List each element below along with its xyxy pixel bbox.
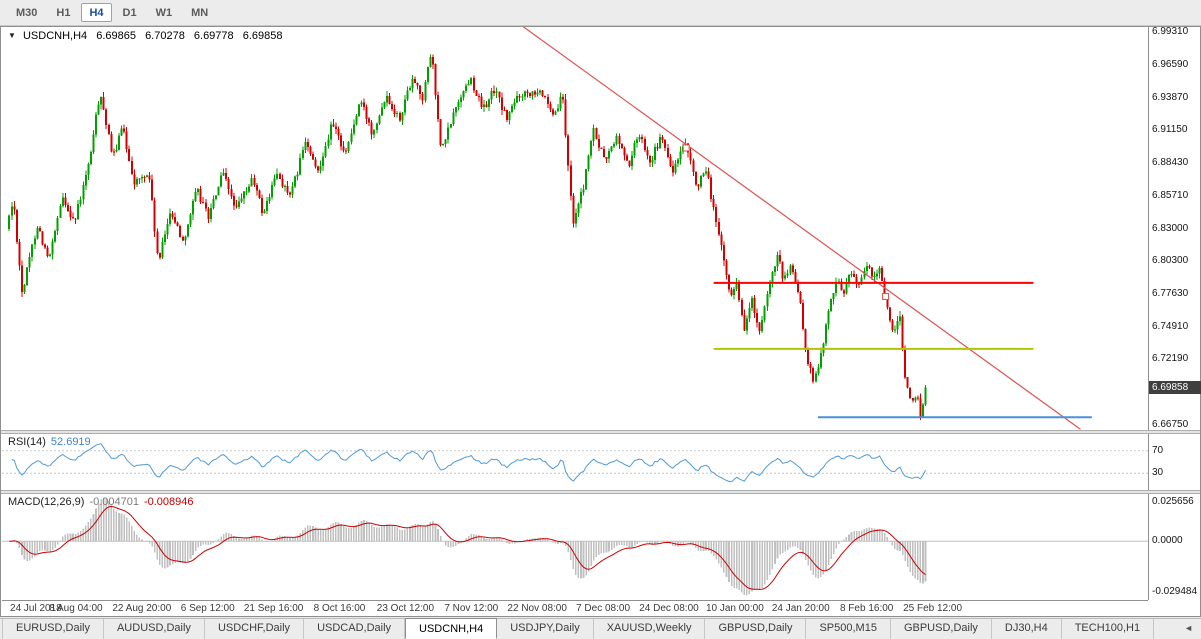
price-axis-label: 6.96590 xyxy=(1152,59,1189,70)
timeframe-m30[interactable]: M30 xyxy=(16,6,38,19)
tab-gbpusd-daily[interactable]: GBPUSD,Daily xyxy=(705,619,807,639)
rsi-axis-label: 30 xyxy=(1152,467,1164,478)
price-axis-label: 6.83000 xyxy=(1152,223,1189,234)
macd-axis-top: 0.025656 xyxy=(1152,496,1194,507)
timeframe-mn[interactable]: MN xyxy=(191,6,209,19)
symbol-dropdown-icon[interactable]: ▼ xyxy=(8,31,16,40)
chart-title: ▼ USDCNH,H4 6.69865 6.70278 6.69778 6.69… xyxy=(8,30,282,42)
tab-dj30-h4[interactable]: DJ30,H4 xyxy=(992,619,1062,639)
tab-scroll-left[interactable]: ◄ xyxy=(1184,623,1193,633)
symbol-tab-bar: EURUSD,Daily AUDUSD,Daily USDCHF,Daily USDC… xyxy=(0,618,1201,639)
macd-histogram xyxy=(10,497,927,596)
current-price-badge: 6.69858 xyxy=(1149,381,1201,394)
pane-splitter[interactable] xyxy=(1,430,1200,434)
trendline-handle[interactable] xyxy=(682,144,690,152)
tab-xauusd-weekly[interactable]: XAUUSD,Weekly xyxy=(594,619,706,639)
tab-usdcad-daily[interactable]: USDCAD,Daily xyxy=(304,619,406,639)
price-axis-label: 6.91150 xyxy=(1152,124,1188,135)
price-axis-label: 6.99310 xyxy=(1152,26,1189,37)
time-axis-label: 25 Feb 12:00 xyxy=(903,603,963,614)
price-axis-label: 6.72190 xyxy=(1152,353,1189,364)
macd-value-signal: -0.008946 xyxy=(143,496,194,508)
macd-label-row: MACD(12,26,9) -0.004701 -0.008946 xyxy=(8,496,194,508)
macd-axis: 0.025656 0.0000 -0.029484 xyxy=(1149,494,1201,600)
chart-symbol-label: USDCNH,H4 xyxy=(22,30,88,42)
macd-chart xyxy=(2,497,1148,596)
time-axis-label: 24 Jul 2018 xyxy=(10,603,62,614)
time-axis-label: 7 Dec 08:00 xyxy=(576,603,631,614)
macd-pane[interactable]: MACD(12,26,9) -0.004701 -0.008946 xyxy=(2,494,1148,600)
tab-usdchf-daily[interactable]: USDCHF,Daily xyxy=(205,619,305,639)
macd-signal-line xyxy=(9,505,926,590)
price-axis-label: 6.74910 xyxy=(1152,321,1189,332)
time-axis-label: 8 Oct 16:00 xyxy=(313,603,366,614)
macd-value-main: -0.004701 xyxy=(89,496,139,508)
timeframe-h1[interactable]: H1 xyxy=(56,6,71,19)
symbol-tabs: EURUSD,Daily AUDUSD,Daily USDCHF,Daily USDC… xyxy=(2,618,1155,639)
descending-trendline[interactable] xyxy=(522,27,1081,430)
price-axis-label: 6.80300 xyxy=(1152,255,1189,266)
time-axis-label: 10 Jan 00:00 xyxy=(705,603,764,614)
time-axis-label: 23 Oct 12:00 xyxy=(376,603,435,614)
rsi-axis: 70 30 xyxy=(1149,434,1201,490)
candlestick-chart[interactable] xyxy=(2,27,1148,430)
tab-sp500-m15[interactable]: SP500,M15 xyxy=(806,619,891,639)
trendline-handle[interactable] xyxy=(882,292,890,300)
rsi-label-row: RSI(14) 52.6919 xyxy=(8,436,91,448)
candles xyxy=(8,54,927,420)
price-axis-label: 6.77630 xyxy=(1152,288,1189,299)
time-axis-label: 24 Jan 20:00 xyxy=(771,603,830,614)
time-axis-label: 24 Dec 08:00 xyxy=(639,603,699,614)
tab-tech100-h1[interactable]: TECH100,H1 xyxy=(1062,619,1155,639)
ohlc-open: 6.69865 xyxy=(96,30,136,42)
ohlc-low: 6.69778 xyxy=(193,30,234,42)
macd-label: MACD(12,26,9) xyxy=(8,496,85,508)
rsi-line xyxy=(11,443,926,483)
rsi-pane[interactable]: RSI(14) 52.6919 xyxy=(2,434,1148,490)
rsi-value: 52.6919 xyxy=(50,436,91,448)
timeframe-w1[interactable]: W1 xyxy=(155,6,173,19)
timeframe-h4[interactable]: H4 xyxy=(81,3,112,22)
timeframe-toolbar: M30 H1 H4 D1 W1 MN xyxy=(0,0,1201,26)
price-axis-label: 6.88430 xyxy=(1152,157,1189,168)
price-axis-column[interactable]: 6.69858 6.99310 6.96590 6.93870 6.91150 6.88… xyxy=(1148,26,1201,600)
time-axis-label: 6 Sep 12:00 xyxy=(180,603,235,614)
tab-gbpusd-daily[interactable]: GBPUSD,Daily xyxy=(891,619,992,639)
rsi-label: RSI(14) xyxy=(8,436,46,448)
time-axis-label: 7 Nov 12:00 xyxy=(444,603,499,614)
rsi-axis-label: 70 xyxy=(1152,445,1164,456)
time-axis-label: 8 Feb 16:00 xyxy=(839,603,894,614)
price-axis-label: 6.85710 xyxy=(1152,190,1189,201)
ohlc-high: 6.70278 xyxy=(145,30,185,42)
chart-window: ▼ USDCNH,H4 6.69865 6.70278 6.69778 6.69… xyxy=(0,26,1201,617)
price-axis-main: 6.69858 6.99310 6.96590 6.93870 6.91150 6.88… xyxy=(1149,26,1201,430)
rsi-chart xyxy=(2,443,1148,483)
tab-audusd-daily[interactable]: AUDUSD,Daily xyxy=(104,619,205,639)
time-axis-label: 8 Aug 04:00 xyxy=(49,603,103,614)
tab-usdjpy-daily[interactable]: USDJPY,Daily xyxy=(497,619,594,639)
main-price-pane[interactable]: ▼ USDCNH,H4 6.69865 6.70278 6.69778 6.69… xyxy=(2,27,1148,430)
macd-axis-zero: 0.0000 xyxy=(1152,535,1183,546)
ohlc-close: 6.69858 xyxy=(242,30,283,42)
pane-splitter[interactable] xyxy=(1,490,1200,494)
time-axis-label: 22 Aug 20:00 xyxy=(112,603,172,614)
timeframe-d1[interactable]: D1 xyxy=(122,6,137,19)
time-axis-label: 21 Sep 16:00 xyxy=(243,603,304,614)
tab-usdcnh-h4[interactable]: USDCNH,H4 xyxy=(405,618,498,639)
macd-axis-bottom: -0.029484 xyxy=(1152,586,1198,597)
time-axis[interactable]: 24 Jul 2018 8 Aug 04:00 22 Aug 20:00 6 Sep … xyxy=(2,600,1148,616)
price-axis-label: 6.66750 xyxy=(1152,419,1189,430)
time-axis-label: 22 Nov 08:00 xyxy=(507,603,567,614)
price-axis-label: 6.93870 xyxy=(1152,92,1189,103)
tab-eurusd-daily[interactable]: EURUSD,Daily xyxy=(2,619,104,639)
